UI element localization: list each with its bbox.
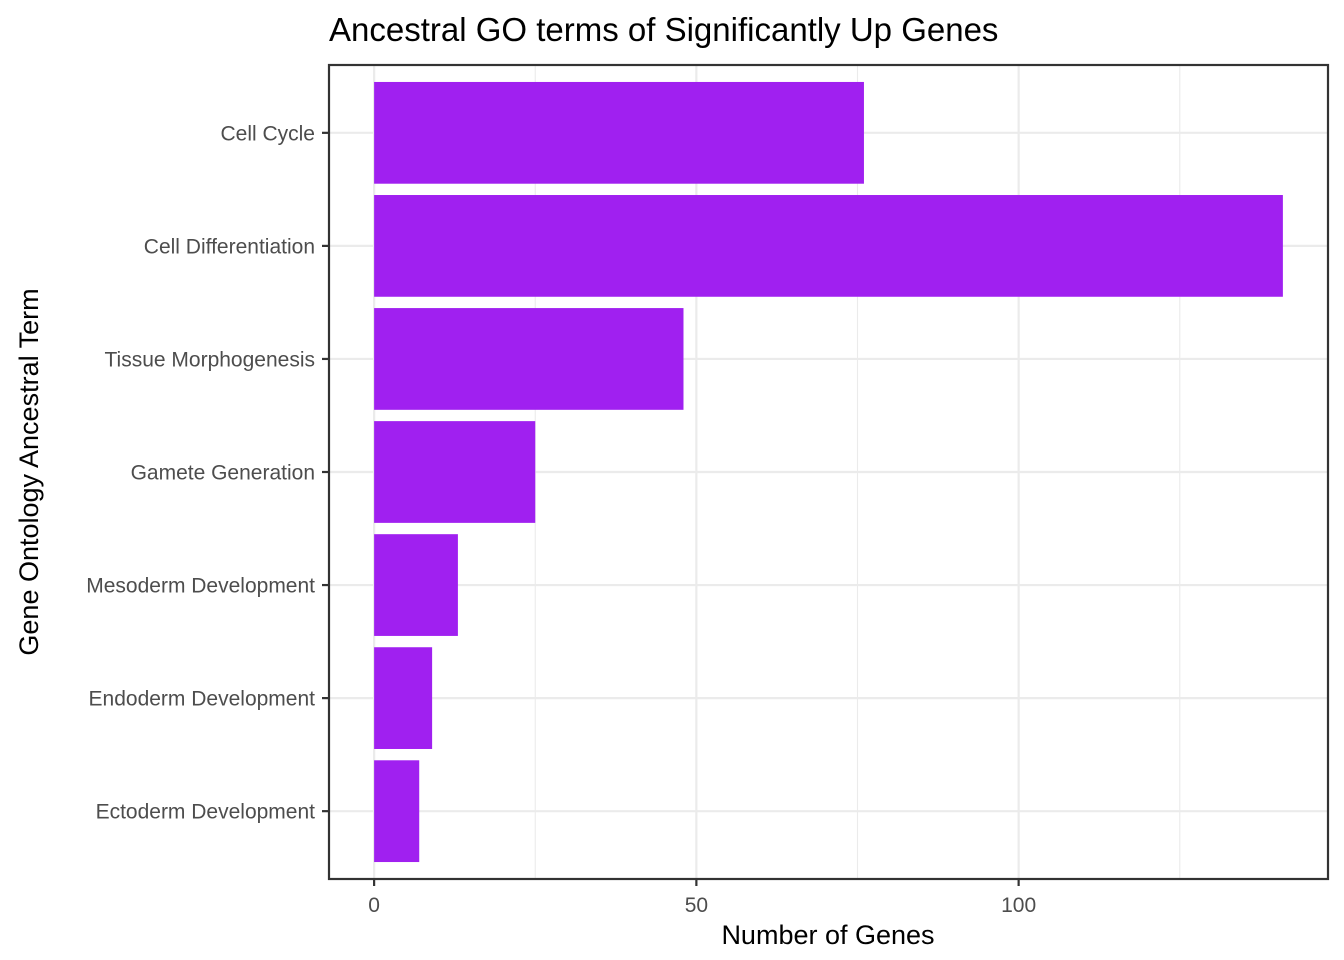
chart-title: Ancestral GO terms of Significantly Up G… xyxy=(329,11,998,48)
y-tick-label: Tissue Morphogenesis xyxy=(105,348,316,371)
bar xyxy=(374,534,458,636)
x-axis-title: Number of Genes xyxy=(721,920,934,950)
bar xyxy=(374,760,420,863)
y-tick-label: Ectoderm Development xyxy=(96,801,316,824)
bars xyxy=(374,81,1283,863)
plot-panel xyxy=(327,63,1330,881)
y-axis: Cell Cycle Cell Differentiation Tissue Mor… xyxy=(86,122,329,824)
y-tick-label: Endoderm Development xyxy=(89,688,316,711)
y-tick-label: Cell Cycle xyxy=(220,122,315,145)
x-tick-label: 50 xyxy=(685,894,708,917)
bar xyxy=(374,647,433,749)
x-tick-label: 0 xyxy=(368,894,380,917)
bar xyxy=(374,81,864,184)
bar xyxy=(374,421,536,523)
y-axis-title: Gene Ontology Ancestral Term xyxy=(14,288,44,655)
y-tick-label: Mesoderm Development xyxy=(86,575,315,598)
y-tick-label: Gamete Generation xyxy=(131,462,315,485)
bar xyxy=(374,308,684,410)
bar xyxy=(374,195,1283,297)
x-axis: 0 50 100 xyxy=(368,879,1036,917)
x-tick-label: 100 xyxy=(1001,894,1036,917)
y-tick-label: Cell Differentiation xyxy=(144,235,315,258)
